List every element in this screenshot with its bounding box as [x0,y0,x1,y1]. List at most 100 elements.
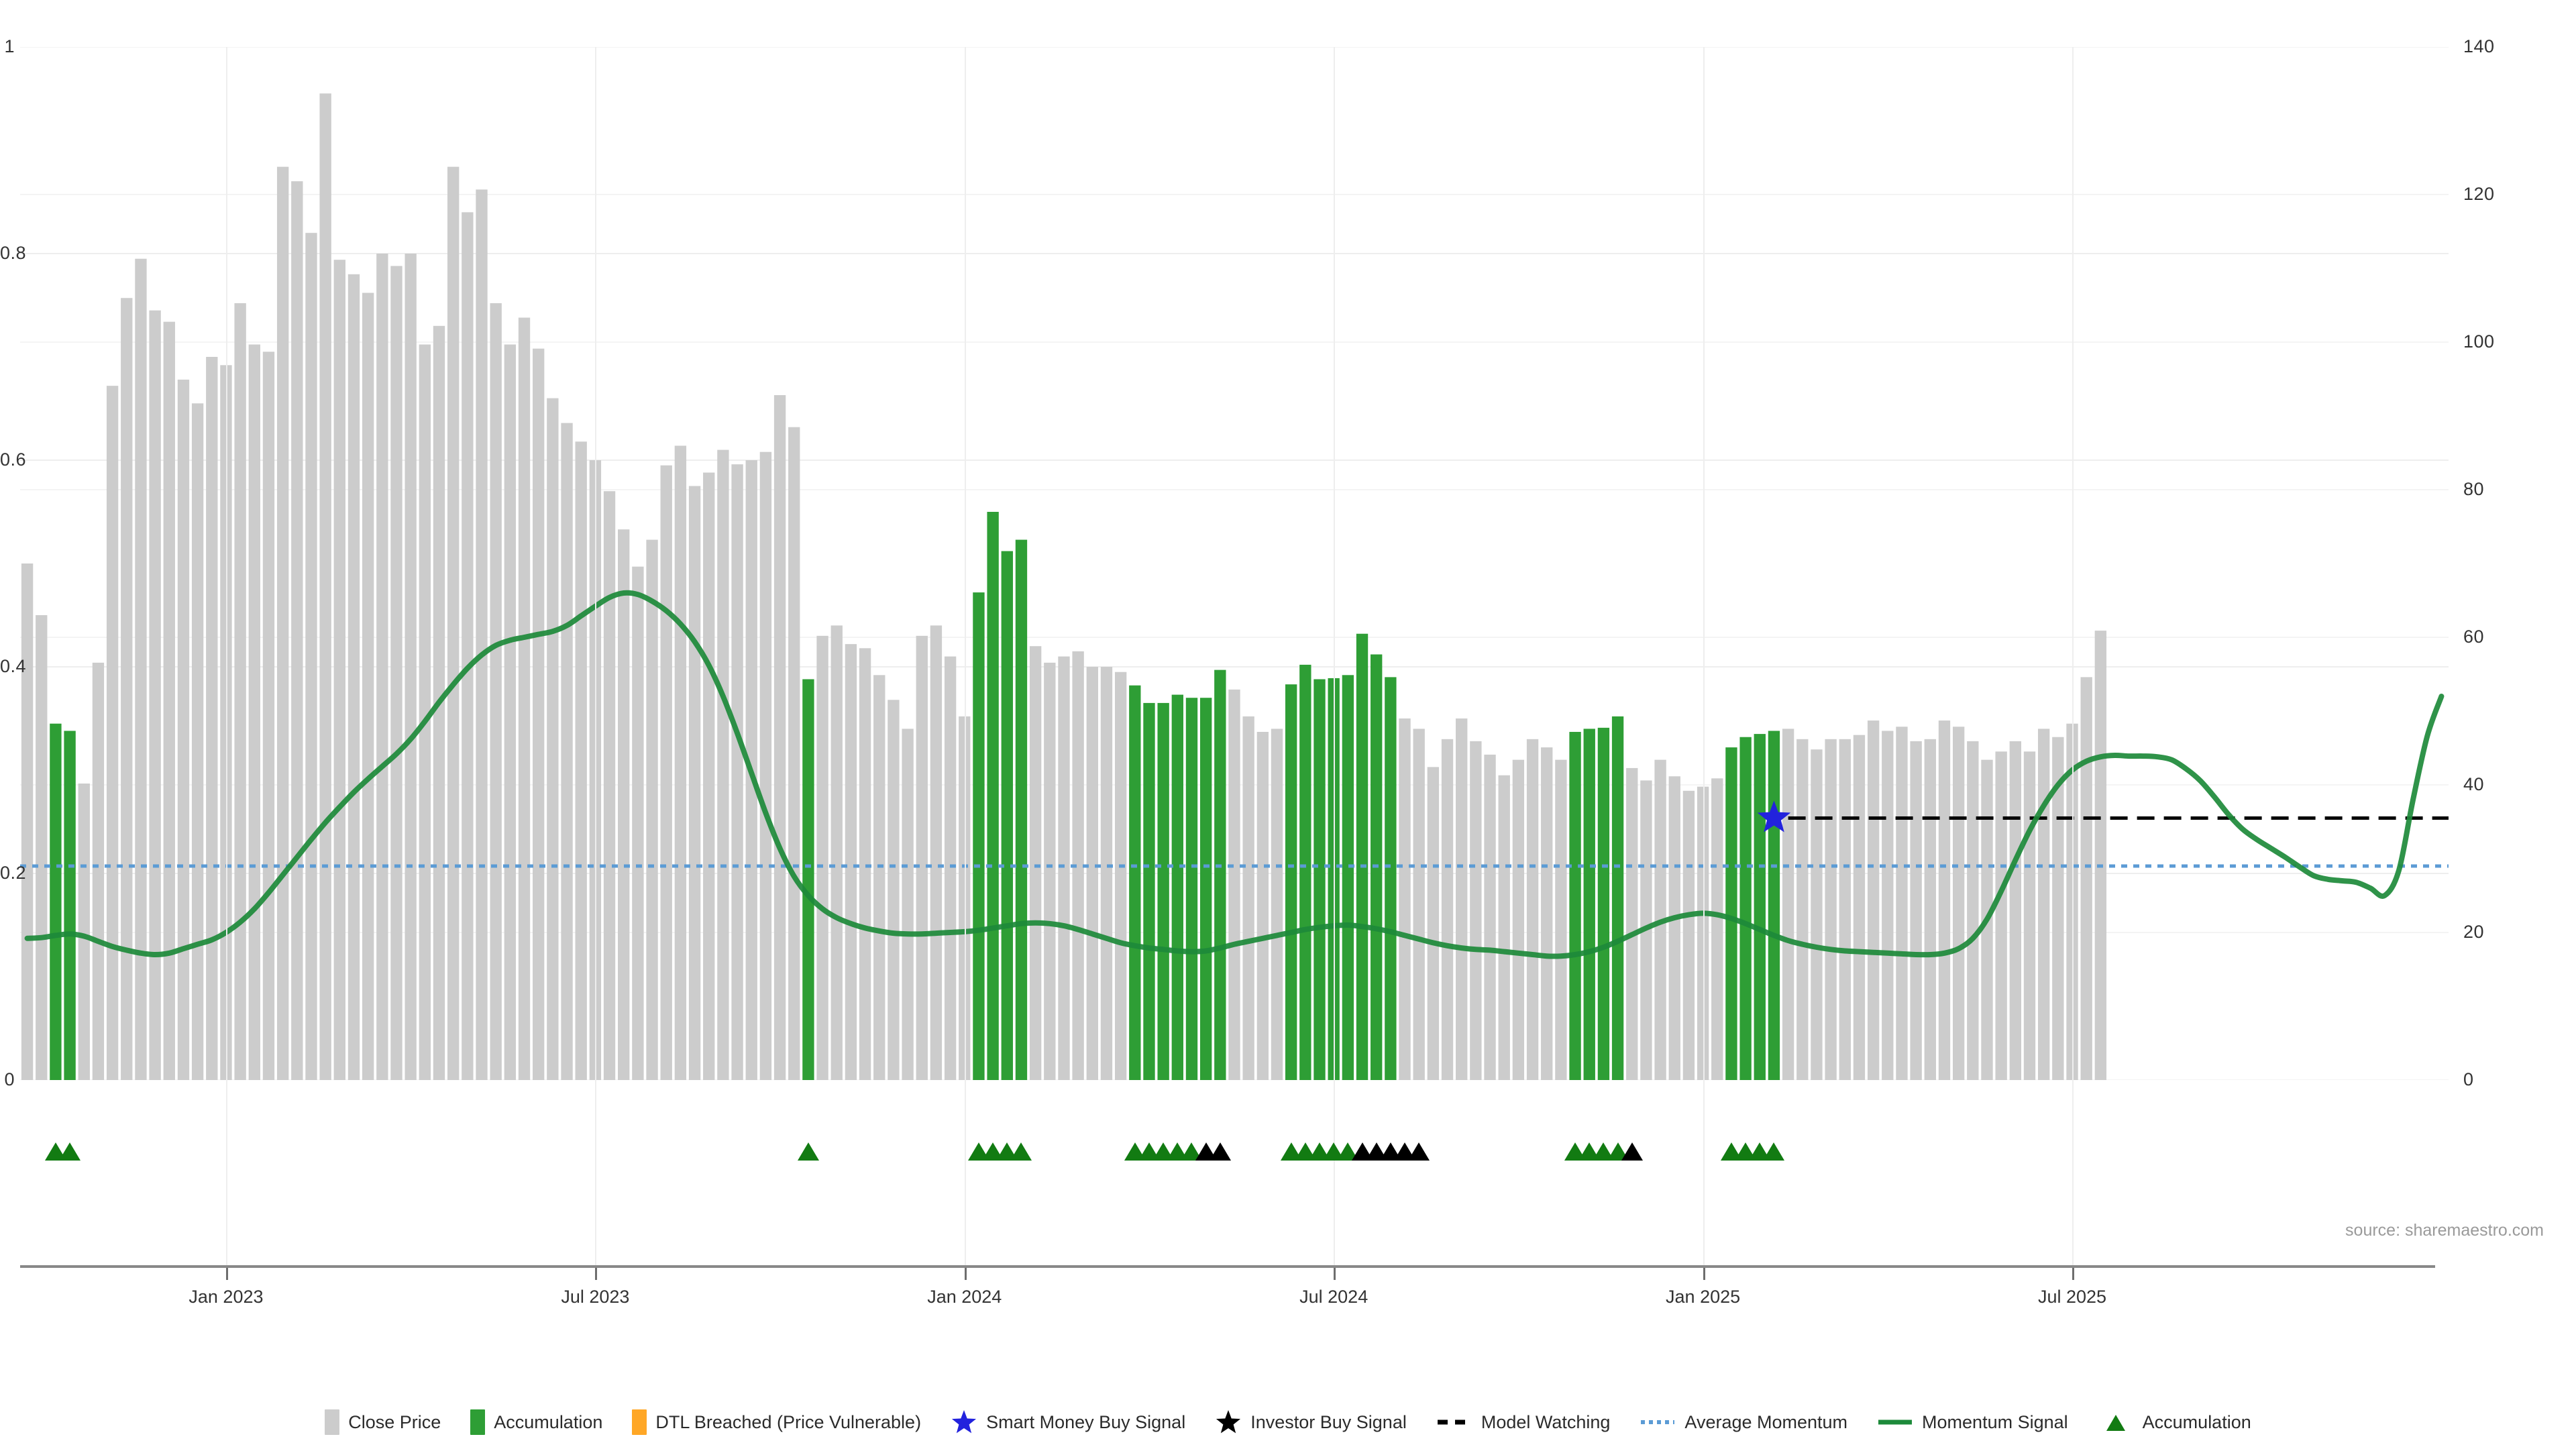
close-price-bar [1811,749,1823,1080]
close-price-bar [1413,729,1425,1080]
close-price-bar [830,625,843,1080]
close-price-bar [888,700,900,1080]
y-axis-right-tick-label: 120 [2463,184,2495,204]
x-gridline [1334,47,1336,1265]
close-price-bar [1526,739,1539,1080]
close-price-bar [262,352,275,1080]
close-price-bar [902,729,914,1080]
close-price-bar [1910,741,1922,1080]
accumulation-triangle-icon [797,1142,819,1161]
y-axis-left-tick-label: 0.8 [0,243,27,263]
x-gridline [2072,47,2074,1265]
legend-item-investor-buy-signal[interactable]: Investor Buy Signal [1215,1409,1407,1436]
close-price-bar [1711,778,1723,1080]
close-price-bar [547,398,559,1080]
accumulation-triangle-icon [59,1142,81,1161]
close-price-bar [1100,667,1113,1080]
x-axis-tick-mark [225,1268,228,1280]
y-axis-right-tick-label: 80 [2463,479,2485,499]
legend-bar-swatch-icon [325,1409,340,1435]
y-axis-left-tick-label: 0.2 [0,863,27,883]
close-price-bar [845,644,857,1080]
close-price-bar [1484,754,1496,1080]
close-price-bar [1782,729,1794,1080]
legend-item-label: Accumulation [494,1411,603,1432]
accumulation-bar [1214,669,1226,1080]
accumulation-bar [50,723,62,1080]
close-price-bar [1086,667,1098,1080]
close-price-bar [1626,767,1638,1080]
close-price-bar [944,656,957,1080]
close-price-bar [1044,662,1056,1080]
x-axis-tick-label: Jul 2024 [1299,1287,1368,1307]
legend-item-label: Model Watching [1481,1411,1611,1432]
close-price-bar [1896,727,1908,1080]
accumulation-bar [64,731,76,1080]
close-price-bar [2023,751,2036,1080]
smart-money-buy-signal-star-icon [1757,800,1791,833]
close-price-bar [1967,741,1979,1080]
close-price-bar [561,423,573,1080]
close-price-bar [1796,739,1809,1080]
close-price-bar [916,635,928,1080]
legend-item-close-price[interactable]: Close Price [325,1409,441,1435]
close-price-bar [2037,729,2050,1080]
legend-item-dtl-breached-price-vulnerable[interactable]: DTL Breached (Price Vulnerable) [632,1409,921,1435]
close-price-bar [390,266,402,1080]
close-price-bar [405,254,417,1080]
accumulation-bar [1313,679,1326,1080]
y-axis-right-tick-label: 140 [2463,36,2495,56]
close-price-bar [447,166,460,1080]
close-price-bar [135,258,147,1080]
legend-bar-swatch-icon [470,1409,486,1435]
close-price-bar [1271,729,1283,1080]
momentum-signal-line [24,590,2445,959]
close-price-bar [788,427,800,1080]
accumulation-bar [1185,698,1198,1080]
accumulation-bar [1129,685,1141,1080]
legend-item-model-watching[interactable]: Model Watching [1436,1409,1611,1436]
close-price-bar [106,386,119,1080]
y-axis-left-tick-label: 0.6 [0,449,27,470]
legend-star-icon [951,1410,977,1434]
x-gridline [1703,47,1705,1265]
legend-item-accumulation[interactable]: Accumulation [470,1409,602,1435]
legend-item-label: Close Price [348,1411,441,1432]
close-price-bar [462,212,474,1080]
legend-item-average-momentum[interactable]: Average Momentum [1640,1409,1847,1436]
x-gridline [225,47,227,1265]
accumulation-bar [1299,664,1311,1080]
x-axis-tick-label: Jan 2023 [189,1287,264,1307]
x-axis-tick-mark [1334,1268,1336,1280]
accumulation-bar [1611,716,1624,1080]
accumulation-bar [1385,677,1397,1080]
close-price-bar [660,465,672,1080]
close-price-bar [305,233,317,1080]
accumulation-bar [1356,633,1368,1080]
x-axis-tick-mark [1703,1268,1705,1280]
legend-item-label: Momentum Signal [1922,1411,2068,1432]
legend-item-momentum-signal[interactable]: Momentum Signal [1877,1409,2068,1436]
x-axis-tick-label: Jul 2025 [2037,1287,2107,1307]
close-price-bar [276,166,289,1080]
accumulation-bar [802,679,814,1080]
source-attribution: source: sharemaestro.com [2345,1221,2544,1240]
close-price-bar [674,445,687,1080]
close-price-bar [92,662,105,1080]
accumulation-bar [1768,731,1780,1080]
close-price-bar [632,566,644,1080]
close-price-bar [1853,735,1866,1080]
x-axis-tick-label: Jan 2024 [927,1287,1002,1307]
accumulation-bar [1015,539,1028,1080]
legend-item-smart-money-buy-signal[interactable]: Smart Money Buy Signal [951,1409,1185,1436]
close-price-bar [191,403,204,1080]
legend-dotted-line-icon [1641,1420,1675,1424]
accumulation-bar [1739,737,1752,1080]
close-price-bar [1839,739,1851,1080]
chart-plot-area [20,47,2449,1080]
close-price-bar [646,539,658,1080]
accumulation-bar [1754,734,1766,1080]
legend-item-accumulation[interactable]: Accumulation [2098,1409,2251,1436]
accumulation-bar [1285,684,1297,1080]
x-axis-tick-mark [964,1268,967,1280]
